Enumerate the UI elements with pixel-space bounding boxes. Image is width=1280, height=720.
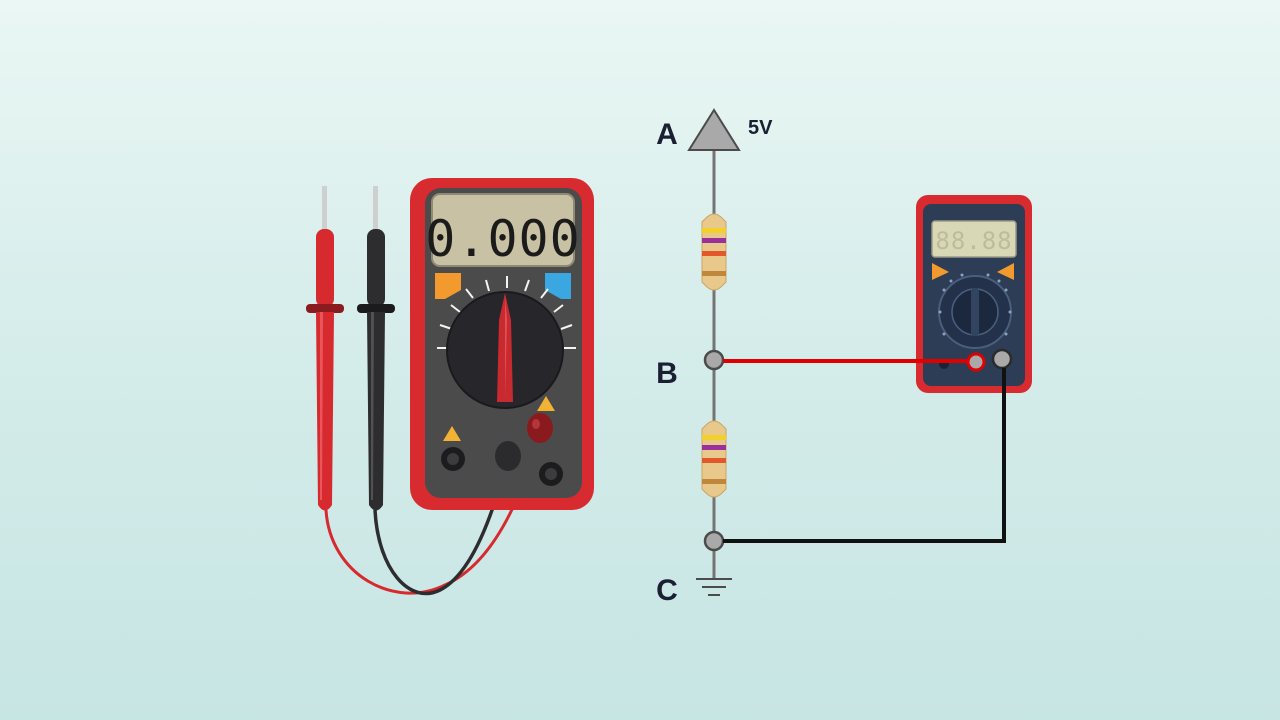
dial-knob-icon[interactable] xyxy=(446,291,564,409)
red-plug xyxy=(527,413,553,443)
red-probe[interactable] xyxy=(306,186,344,511)
ground-icon xyxy=(696,578,732,596)
lcd-reading: 0.000 xyxy=(425,210,581,268)
node-b-terminal[interactable] xyxy=(703,349,725,371)
test-probes xyxy=(306,186,542,596)
black-test-lead xyxy=(723,368,1006,543)
left-multimeter[interactable]: 0.000 xyxy=(410,178,594,510)
dial-knob-icon[interactable] xyxy=(938,275,1012,349)
orange-button-right[interactable] xyxy=(997,263,1014,280)
blue-function-button[interactable] xyxy=(545,273,571,299)
orange-function-button[interactable] xyxy=(435,273,461,299)
supply-arrow-icon xyxy=(687,108,741,151)
node-label-c: C xyxy=(656,574,678,607)
lcd-screen xyxy=(431,193,575,267)
lcd-reading: 88.88 xyxy=(935,227,1012,255)
resistor-icon xyxy=(701,213,727,291)
black-plug xyxy=(495,441,521,471)
lcd-screen xyxy=(931,220,1017,258)
orange-button-left[interactable] xyxy=(932,263,949,280)
supply-voltage-label: 5V xyxy=(748,117,773,139)
black-probe[interactable] xyxy=(357,186,395,511)
right-multimeter[interactable]: 88.88 xyxy=(916,195,1032,393)
red-lead-terminal[interactable] xyxy=(966,352,986,372)
dial-scale-marks xyxy=(938,273,1012,336)
node-c-terminal[interactable] xyxy=(703,530,725,552)
connection-wires xyxy=(723,352,1006,543)
node-label-b: B xyxy=(656,357,678,390)
red-plug-highlight xyxy=(532,419,540,429)
jack-right[interactable] xyxy=(539,462,563,486)
jack-com[interactable] xyxy=(991,348,1013,370)
resistor-icon-2 xyxy=(701,420,727,498)
jack-com-left[interactable] xyxy=(441,447,465,471)
warning-triangle-right-icon xyxy=(537,396,555,411)
circuit-diagram: A 5V B C xyxy=(656,108,773,607)
warning-triangle-left-icon xyxy=(443,426,461,441)
node-label-a: A xyxy=(656,118,678,151)
